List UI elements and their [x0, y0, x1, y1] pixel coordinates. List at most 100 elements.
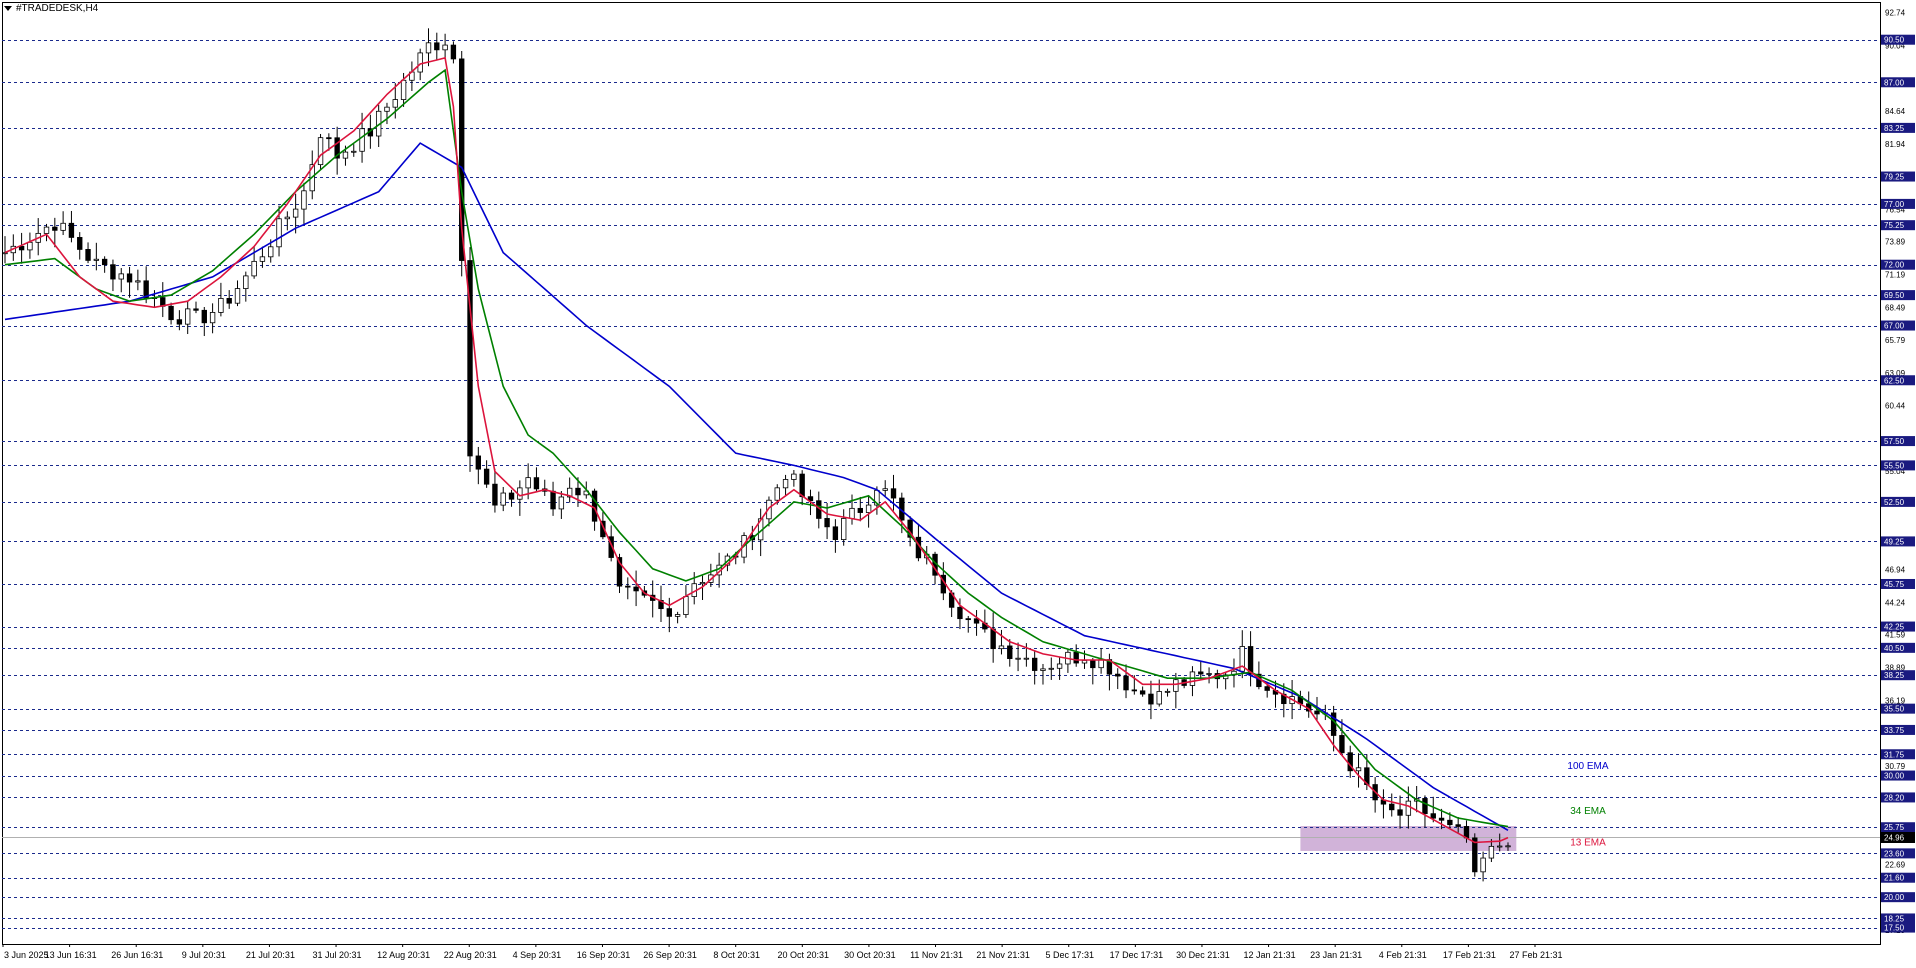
level-label: 40.50 [1884, 644, 1905, 653]
candle-body [467, 260, 473, 457]
candle-body [666, 608, 672, 617]
candle-body [259, 256, 266, 262]
price-tick-label: 63.09 [1885, 369, 1906, 378]
time-label: 3 Jun 2025 [4, 950, 49, 960]
level-label-box [1881, 290, 1915, 301]
time-label: 21 Nov 21:31 [976, 950, 1030, 960]
price-tick-label: 90.04 [1885, 41, 1906, 50]
candle-body [168, 305, 174, 321]
candle-body [1198, 671, 1204, 675]
candle-body [558, 496, 565, 510]
level-label-box [1881, 496, 1915, 507]
time-label: 17 Dec 17:31 [1110, 950, 1164, 960]
candle-body [1430, 813, 1436, 819]
candle-body [865, 504, 872, 513]
level-label-box [1881, 749, 1915, 760]
ema-label: 100 EMA [1567, 761, 1608, 772]
ema-line [4, 68, 1509, 828]
support-zone [1300, 826, 1517, 851]
candle-body [326, 137, 332, 140]
candle-body [1031, 657, 1038, 671]
candle-body [317, 137, 324, 166]
candle-body [351, 150, 357, 153]
candle-body [1488, 845, 1495, 859]
candle-body [683, 596, 689, 615]
candle-body [550, 490, 556, 510]
candle-body [1131, 689, 1138, 692]
candle-body [483, 468, 490, 485]
candle-body [1123, 675, 1129, 691]
candle-body [251, 260, 257, 277]
candle-body [442, 44, 448, 51]
dropdown-triangle-icon [4, 6, 12, 11]
candle-body [957, 606, 963, 620]
level-label-box [1881, 792, 1915, 803]
price-tick-label: 44.24 [1885, 598, 1906, 607]
level-label-box [1881, 848, 1915, 859]
candle-body [193, 308, 199, 311]
candle-body [1164, 690, 1171, 693]
ema-label: 13 EMA [1570, 837, 1606, 848]
candle-body [334, 137, 340, 159]
time-label: 31 Jul 20:31 [313, 950, 362, 960]
level-label: 90.50 [1884, 36, 1905, 45]
level-label: 25.75 [1884, 823, 1905, 832]
candle-body [135, 280, 141, 283]
symbol-title: #TRADEDESK,H4 [16, 3, 99, 14]
candle-body [126, 273, 133, 283]
level-label-box [1881, 220, 1915, 231]
candle-body [1023, 657, 1030, 660]
candle-body [400, 79, 407, 100]
candle-body [1405, 800, 1412, 816]
candle-body [417, 52, 423, 73]
time-label: 21 Jul 20:31 [246, 950, 295, 960]
time-label: 23 Jan 21:31 [1310, 950, 1362, 960]
candle-body [625, 585, 631, 588]
level-label: 83.25 [1884, 124, 1905, 133]
candle-body [1339, 735, 1345, 754]
ema-line [4, 142, 1509, 831]
level-label-box [1881, 198, 1915, 209]
candle-body [226, 298, 232, 304]
candle-body [43, 226, 50, 234]
chart-title[interactable]: #TRADEDESK,H4 [4, 3, 98, 14]
level-label-box [1881, 320, 1915, 331]
candle-body [633, 586, 639, 592]
candle-body [475, 455, 482, 470]
level-label: 33.75 [1884, 726, 1905, 735]
candle-body [857, 507, 863, 513]
candle-body [990, 628, 996, 650]
level-label: 21.60 [1884, 874, 1905, 883]
level-label: 79.25 [1884, 173, 1905, 182]
level-label-box [1881, 578, 1915, 589]
candle-body [1247, 646, 1254, 675]
price-tick-label: 81.94 [1885, 140, 1906, 149]
candle-body [450, 44, 457, 60]
current-price-box [1881, 832, 1915, 843]
candle-body [533, 477, 540, 490]
level-label-box [1881, 892, 1915, 903]
level-label: 20.00 [1884, 893, 1905, 902]
candle-body [824, 518, 830, 528]
candle-body [600, 520, 606, 538]
candle-body [782, 479, 789, 489]
candle-body [965, 618, 971, 621]
candle-body [1314, 710, 1320, 715]
level-label-box [1881, 822, 1915, 833]
candle-body [1040, 668, 1046, 671]
candle-body [608, 536, 614, 558]
candle-body [93, 258, 100, 261]
candle-body [342, 151, 349, 159]
candle-body [1397, 809, 1403, 816]
candle-body [1355, 767, 1362, 772]
candle-body [268, 246, 274, 258]
candle-body [85, 249, 91, 261]
plot-frame [2, 2, 1881, 945]
time-label: 8 Oct 20:31 [713, 950, 760, 960]
price-tick-label: 41.59 [1885, 631, 1906, 640]
candle-body [301, 190, 307, 210]
candle-body [118, 273, 124, 280]
candle-body [1389, 803, 1395, 811]
